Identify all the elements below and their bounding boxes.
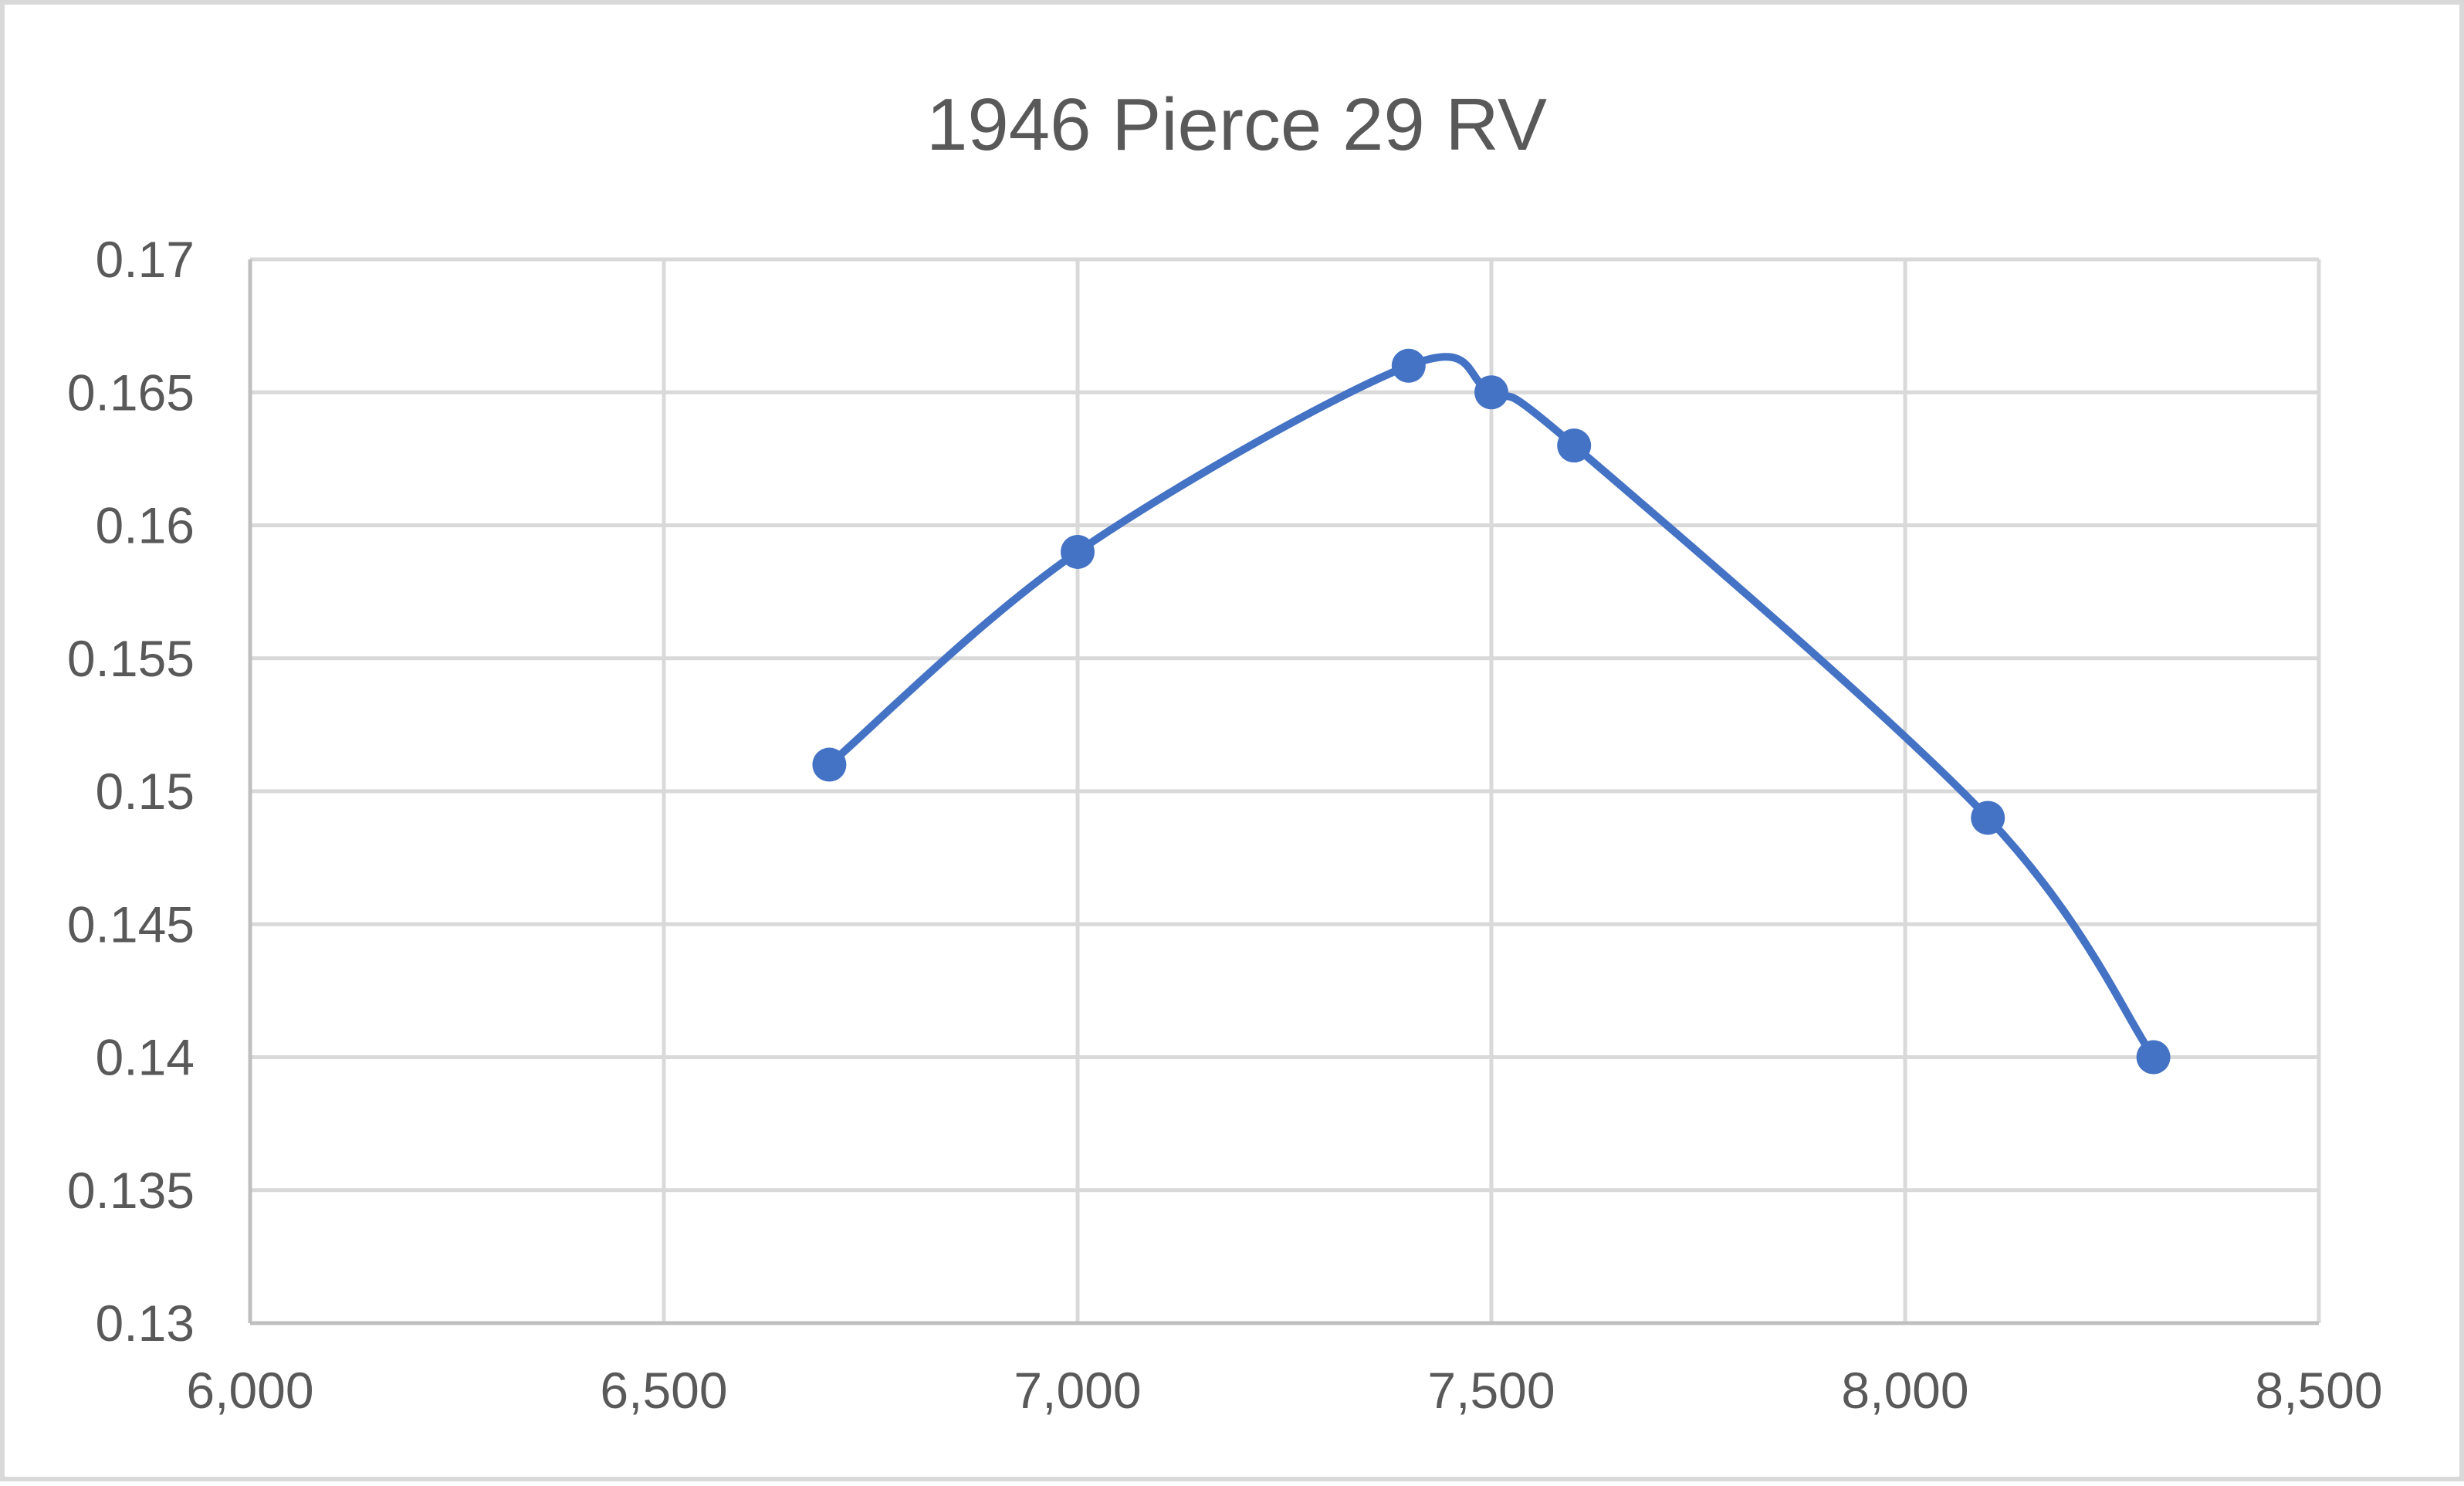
data-point [812, 747, 847, 782]
x-tick-label: 6,500 [600, 1362, 727, 1419]
y-tick-label: 0.14 [96, 1029, 195, 1086]
y-tick-label: 0.145 [67, 895, 195, 953]
data-point [1557, 428, 1592, 463]
chart-title: 1946 Pierce 29 RV [926, 83, 1547, 166]
data-point [1971, 801, 2005, 835]
axis-layer [248, 259, 2319, 1325]
y-tick-label: 0.155 [67, 630, 195, 687]
x-tick-label: 8,000 [1841, 1362, 1968, 1419]
x-tick-label: 7,000 [1014, 1362, 1141, 1419]
y-tick-label: 0.15 [96, 763, 195, 820]
scatter-chart: 1946 Pierce 29 RV 0.13 0.135 0.14 0.145 0.15… [67, 83, 2383, 1419]
series-layer [812, 348, 2171, 1075]
tick-label-layer: 0.13 0.135 0.14 0.145 0.15 0.155 0.16 0.165 0.17… [67, 231, 2383, 1419]
x-tick-label: 7,500 [1427, 1362, 1555, 1419]
grid-layer [250, 257, 2321, 1323]
y-tick-label: 0.17 [96, 231, 195, 288]
y-tick-label: 0.165 [67, 364, 195, 421]
y-tick-label: 0.16 [96, 497, 195, 554]
data-point [1061, 534, 1095, 569]
data-point [1391, 348, 1426, 383]
x-tick-label: 6,000 [186, 1362, 313, 1419]
x-tick-label: 8,500 [2255, 1362, 2382, 1419]
y-tick-label: 0.135 [67, 1162, 195, 1219]
data-point [1474, 375, 1508, 410]
y-tick-label: 0.13 [96, 1295, 195, 1352]
data-point [2136, 1040, 2171, 1075]
